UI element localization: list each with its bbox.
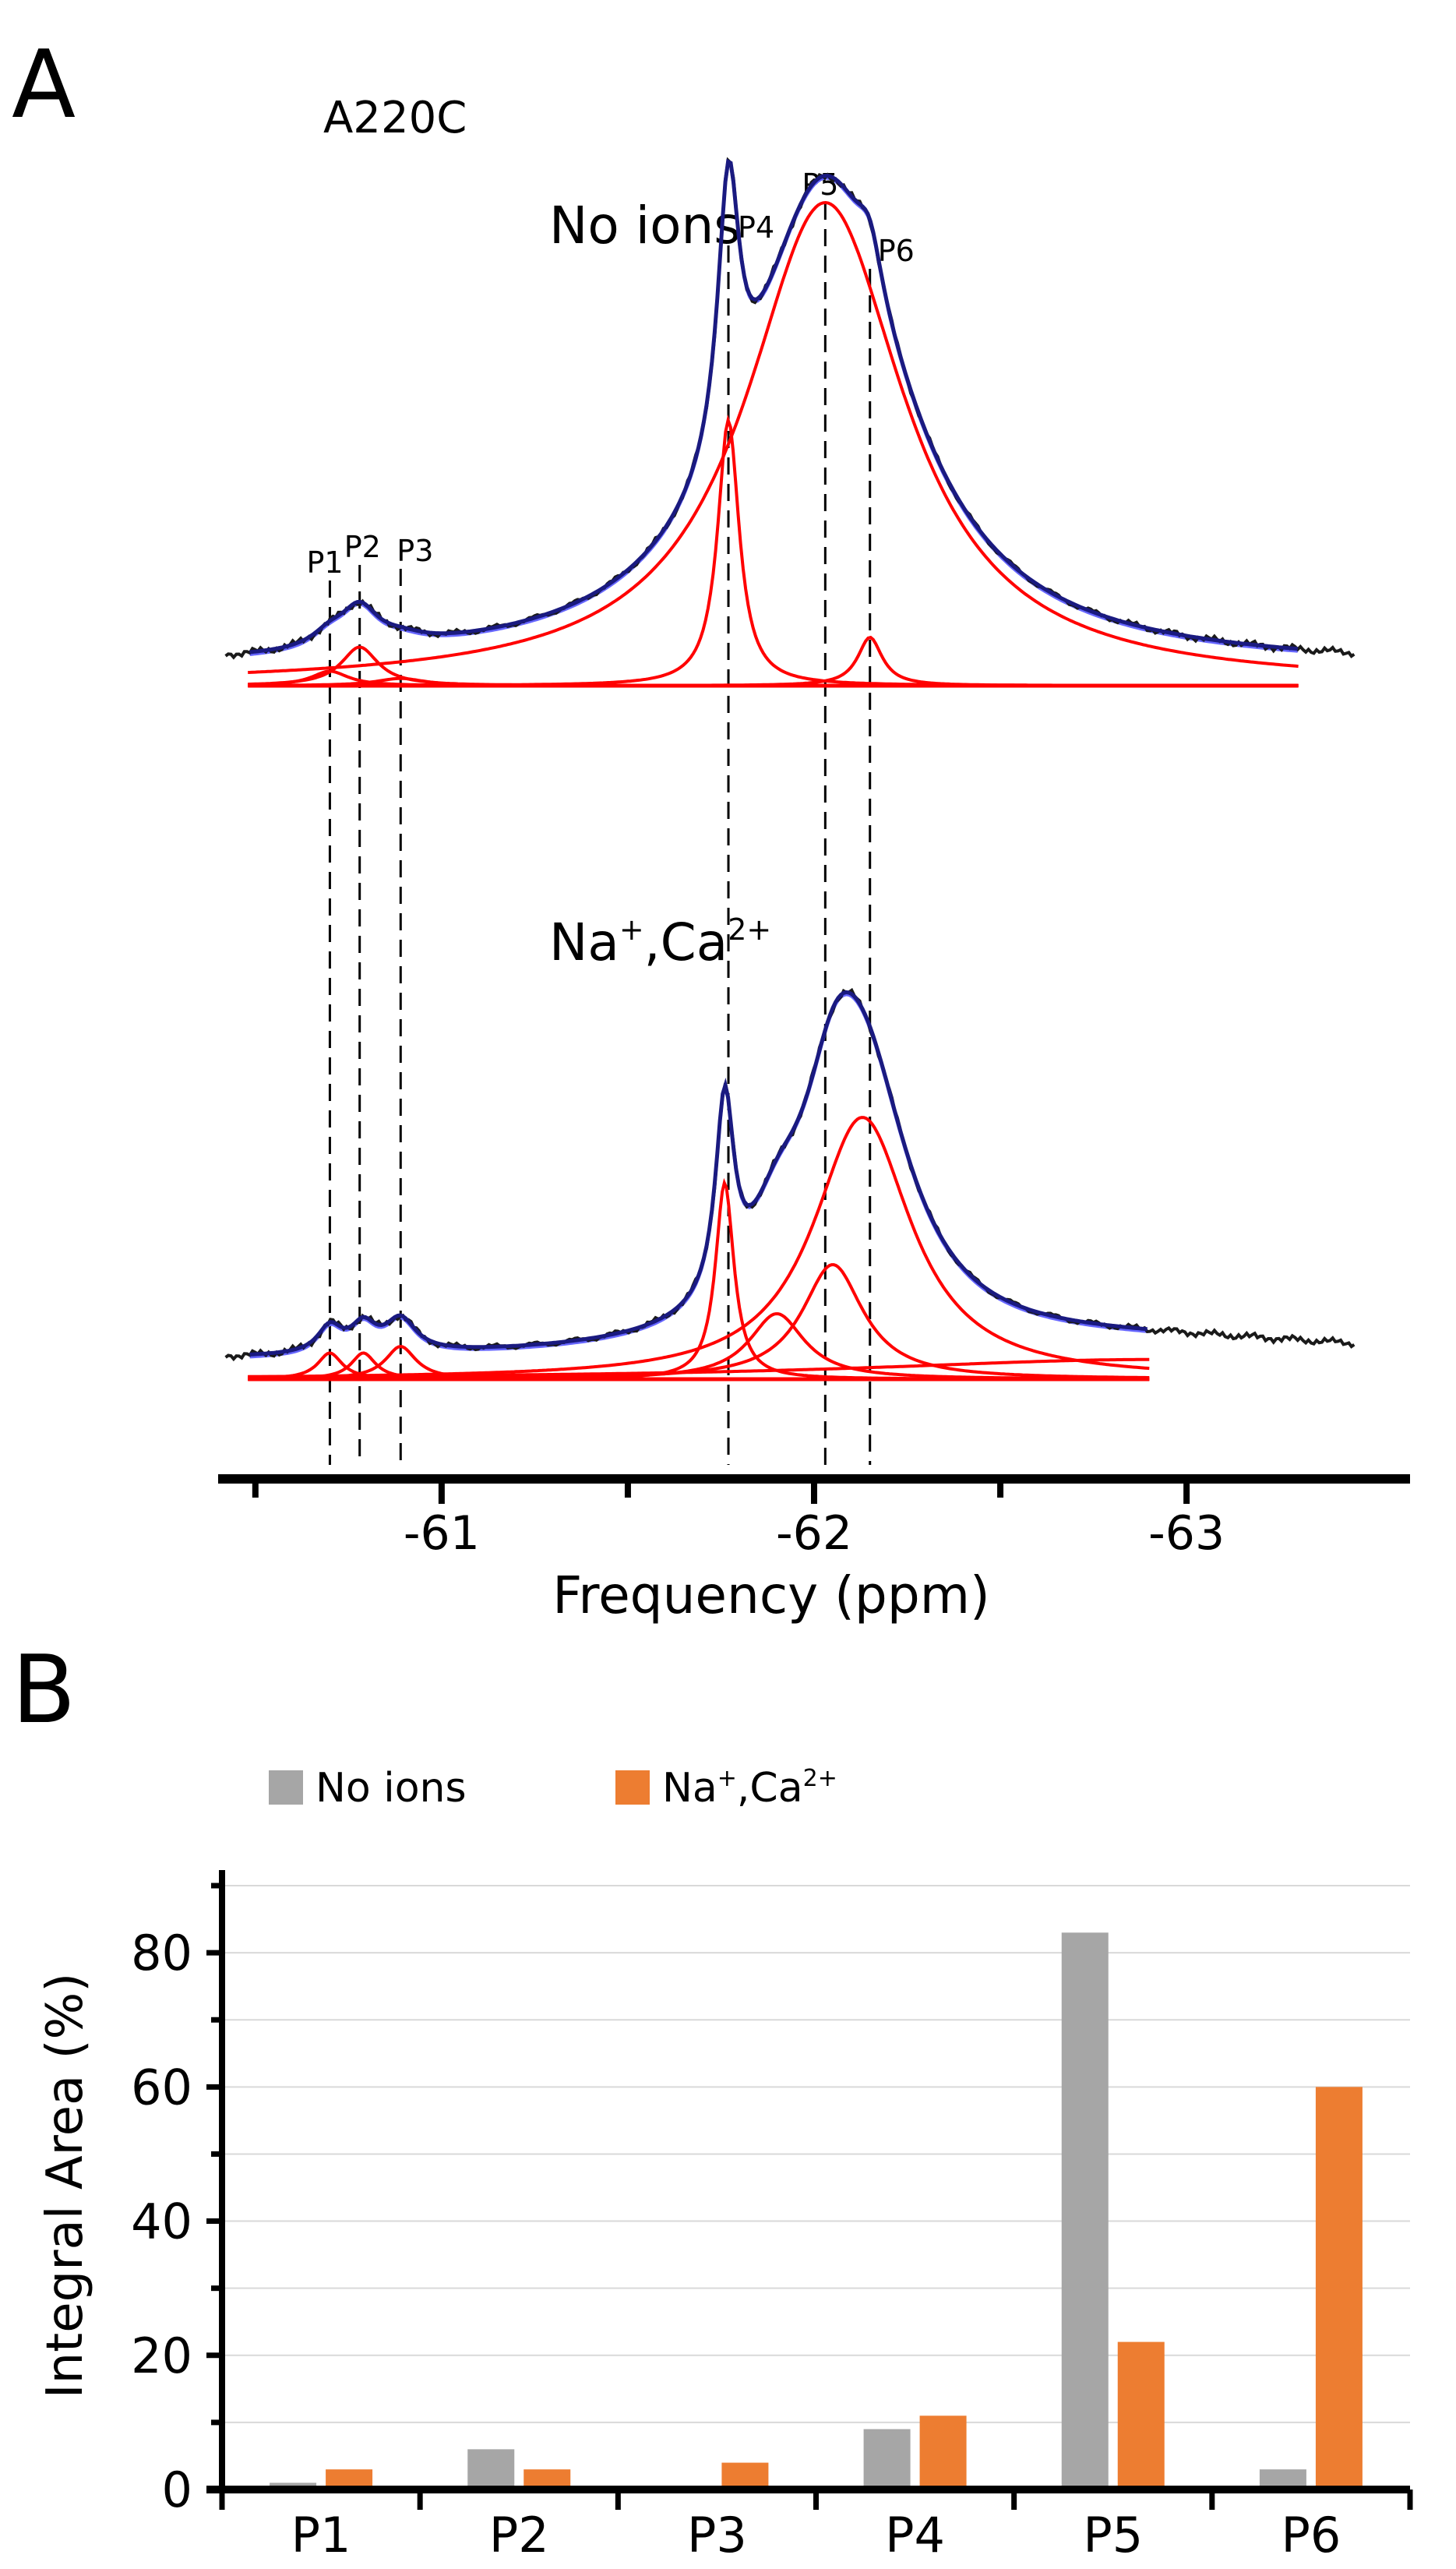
legend-label-na-ca: Na+,Ca2+ [662, 1765, 837, 1812]
category-label-p6: P6 [1281, 2507, 1341, 2564]
spectrum-label-na-ca-sup2: 2+ [728, 912, 771, 947]
spectrum-label-na-ca-sup1: + [619, 912, 644, 947]
fit-component-p6 [248, 1116, 1150, 1378]
bar-p6-na-ca [1315, 2087, 1363, 2490]
bar-p5-no-ions [1061, 1932, 1109, 2490]
bar-p5-na-ca [1117, 2341, 1165, 2490]
bar-chart-y-axis-title: Integral Area (%) [37, 1973, 94, 2399]
legend-label-no-ions: No ions [316, 1765, 467, 1812]
total-fit-curve [249, 158, 1299, 655]
spectrum-label-na-ca-prefix: Na [549, 912, 619, 972]
legend-swatch-na-ca [615, 1770, 650, 1805]
category-label-p1: P1 [291, 2507, 351, 2564]
legend-swatch-no-ions [269, 1770, 303, 1805]
panel-b-bar-chart: B No ions Na+,Ca2+ 0 20 40 60 80 P1 P2 P3 P4 P5 P6… [12, 1636, 1413, 2564]
peak-label-p3: P3 [397, 534, 433, 568]
bar-chart-y-tick-label: 40 [131, 2193, 192, 2250]
bar-chart-y-tick-label: 60 [131, 2059, 192, 2116]
spectrum-label-na-ca: Na+,Ca2+ [549, 912, 771, 972]
sample-label: A220C [323, 93, 467, 143]
panel-a-nmr-spectra: A A220C No ions Na+,Ca2+ P1 P2 P3 P4 P5 P6 -6… [12, 31, 1410, 1625]
bar-chart-gridlines [222, 1885, 1410, 2423]
category-label-p3: P3 [687, 2507, 747, 2564]
peak-label-p2: P2 [344, 530, 381, 564]
total-fit-curve [249, 990, 1148, 1357]
ppm-tick-label: -62 [776, 1506, 852, 1561]
bar-chart-y-tick-label: 20 [131, 2327, 192, 2384]
legend-na-ca-mid: ,Ca [737, 1765, 803, 1812]
bar-p2-no-ions [467, 2449, 515, 2490]
spectrum-no-ions [224, 157, 1356, 688]
peak-labels: P1 P2 P3 P4 P5 P6 [306, 168, 914, 580]
legend-na-ca-sup1: + [717, 1765, 737, 1792]
peak-label-p4: P4 [738, 210, 774, 245]
peak-label-p5: P5 [802, 168, 838, 202]
ppm-axis: -61 -62 -63 [218, 1474, 1410, 1561]
fit-component-broad [248, 1357, 1150, 1378]
category-label-p4: P4 [885, 2507, 945, 2564]
fit-component-p5 [248, 200, 1299, 674]
category-label-p5: P5 [1083, 2507, 1143, 2564]
peak-label-p6: P6 [878, 234, 915, 268]
spectrum-label-na-ca-mid: ,Ca [644, 912, 728, 972]
category-label-p2: P2 [489, 2507, 549, 2564]
ppm-tick-label: -63 [1148, 1506, 1225, 1561]
experimental-spectrum [224, 987, 1356, 1362]
bar-p4-na-ca [919, 2415, 967, 2490]
peak-label-p1: P1 [306, 545, 343, 580]
spectrum-label-no-ions: No ions [549, 196, 741, 256]
bar-p4-no-ions [863, 2429, 911, 2490]
legend: No ions Na+,Ca2+ [269, 1765, 837, 1812]
bar-chart-y-tick-label: 0 [162, 2461, 192, 2518]
legend-no-ions-text: No ions [316, 1765, 467, 1812]
bar-chart-bars [270, 1932, 1363, 2490]
legend-na-ca-prefix: Na [662, 1765, 717, 1812]
ppm-axis-title: Frequency (ppm) [552, 1565, 990, 1625]
component-peaks [248, 1116, 1150, 1381]
panel-a-label: A [12, 31, 76, 139]
panel-b-label: B [12, 1636, 76, 1745]
bar-chart-y-tick-label: 80 [131, 1925, 192, 1981]
legend-na-ca-sup2: 2+ [803, 1765, 837, 1792]
ppm-tick-label: -61 [404, 1506, 480, 1561]
bar-p3-na-ca [721, 2462, 769, 2490]
bar-chart-axes: 0 20 40 60 80 P1 P2 P3 P4 P5 P6 [131, 1870, 1413, 2564]
spectrum-na-ca [224, 987, 1356, 1382]
